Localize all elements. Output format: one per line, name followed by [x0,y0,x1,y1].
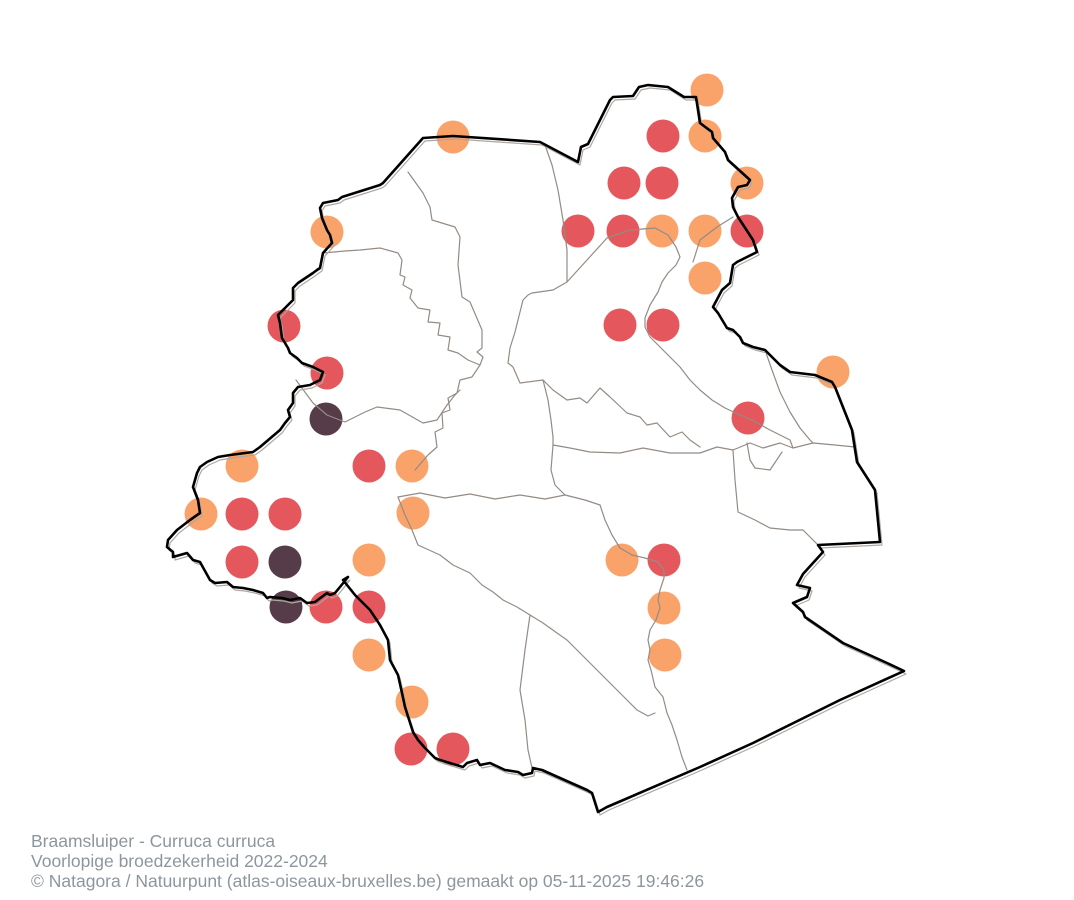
observation-dot-dark [269,590,303,624]
observation-dot-red [603,308,637,342]
observation-dot-red [646,119,680,153]
region-boundary-shadow [168,87,907,816]
observation-dot-orange [352,638,386,672]
attribution: © Natagora / Natuurpunt (atlas-oiseaux-b… [31,871,705,891]
observation-dot-orange [688,261,722,295]
map-caption: Braamsluiper - Curruca curruca Voorlopig… [31,831,704,891]
observation-dot-orange [395,449,429,483]
observation-dot-red [647,543,681,577]
species-title: Braamsluiper - Curruca curruca [31,831,276,851]
observation-dot-orange [396,496,430,530]
observation-dot-orange [352,543,386,577]
observation-dot-red [607,166,641,200]
observation-dot-orange [690,73,724,107]
observation-dot-red [394,732,428,766]
observation-dot-red [352,449,386,483]
observation-dot-red [352,590,386,624]
observation-dot-red [310,356,344,390]
observation-dot-red [561,214,595,248]
map-subtitle: Voorlopige broedzekerheid 2022-2024 [31,851,328,871]
observation-dot-dark [268,545,302,579]
observation-dot-red [606,214,640,248]
observation-dot-orange [605,543,639,577]
observation-dot-red [436,732,470,766]
observation-dot-red [646,308,680,342]
observation-dot-red [225,545,259,579]
observation-dot-red [225,497,259,531]
observation-dot-dark [309,402,343,436]
observation-dot-red [267,309,301,343]
region-boundary [165,83,906,814]
observation-dot-red [268,497,302,531]
observation-dot-orange [648,638,682,672]
municipal-boundaries [295,144,856,771]
observation-dot-orange [688,119,722,153]
observation-dot-orange [647,591,681,625]
observation-dot-orange [688,214,722,248]
observation-dot-red [645,166,679,200]
